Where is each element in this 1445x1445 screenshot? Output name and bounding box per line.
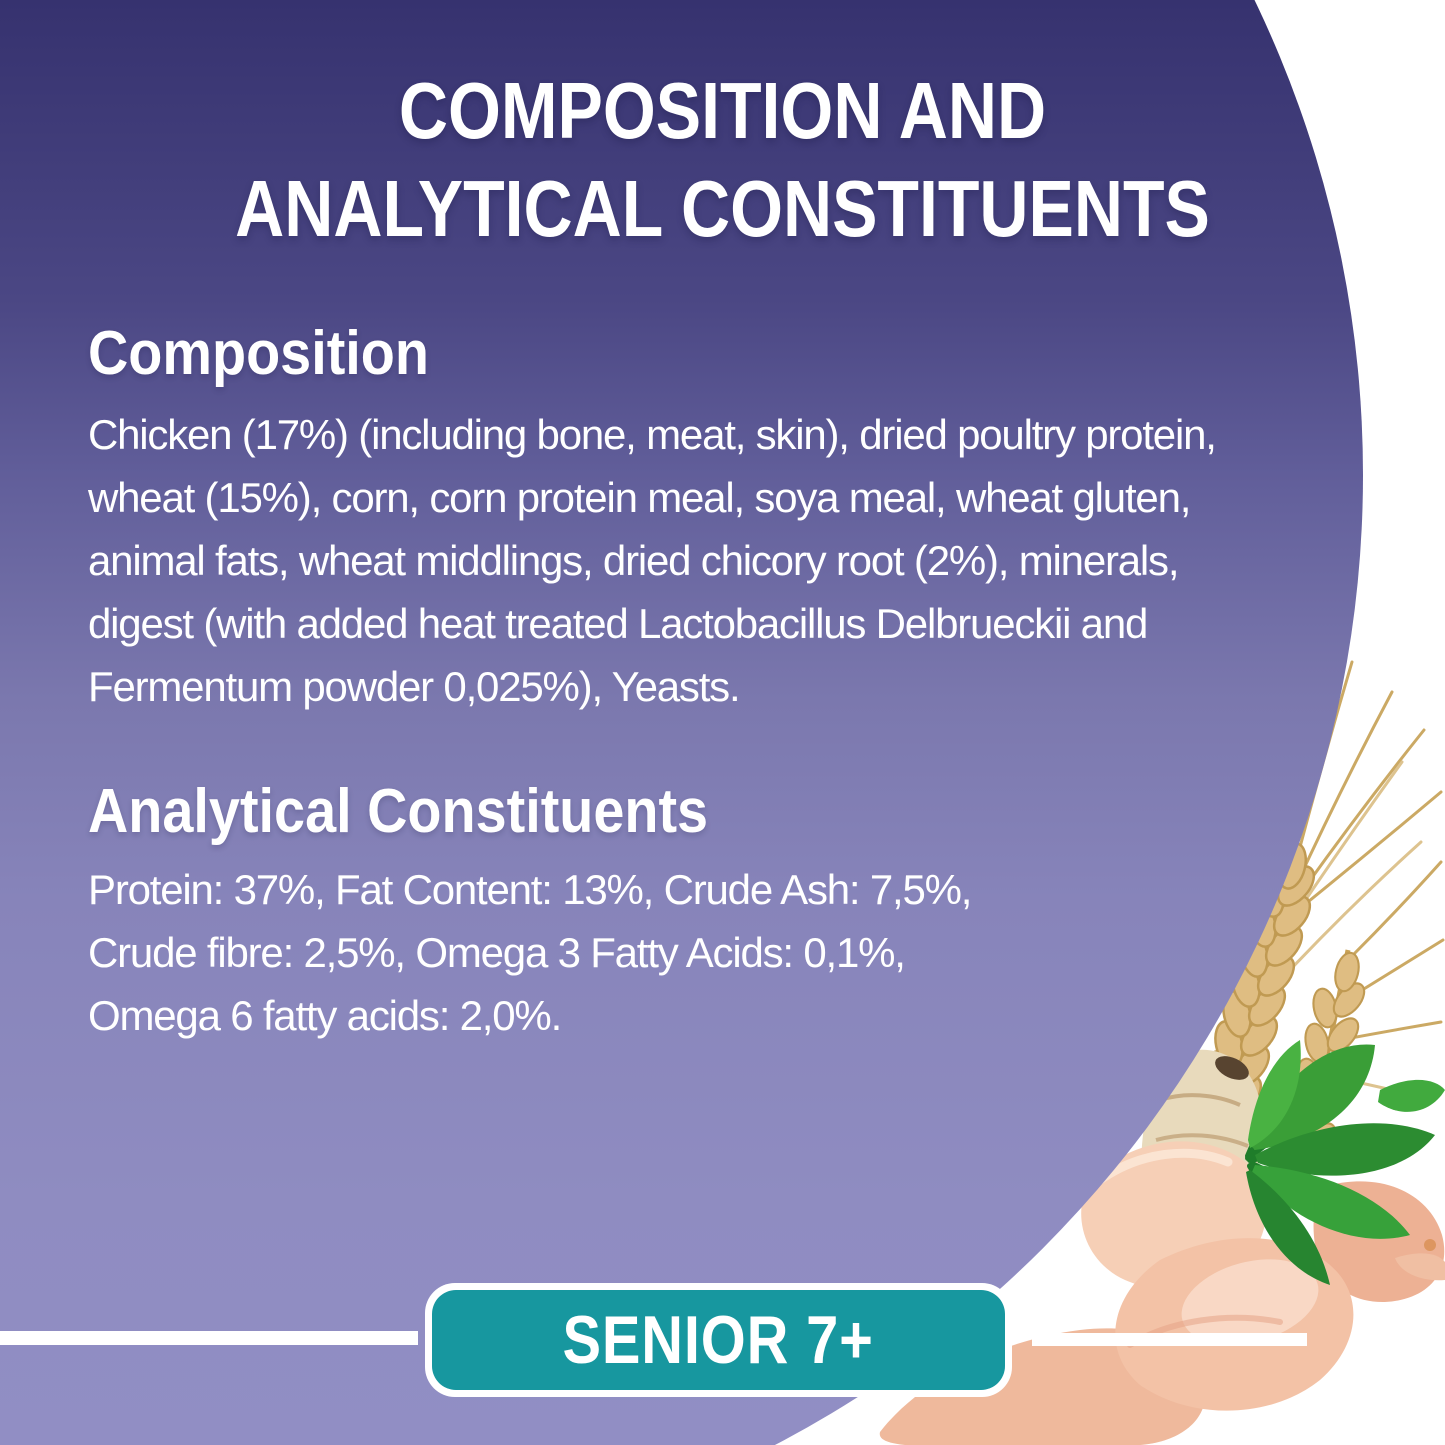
senior-badge-label: SENIOR 7+	[562, 1302, 875, 1378]
analytical-body: Protein: 37%, Fat Content: 13%, Crude As…	[88, 866, 972, 1039]
divider-line-left	[0, 1331, 418, 1345]
composition-body: Chicken (17%) (including bone, meat, ski…	[88, 411, 1217, 710]
analytical-heading: Analytical Constituents	[88, 777, 709, 846]
page-title-line2: ANALYTICAL CONSTITUENTS	[235, 164, 1210, 253]
senior-badge-inner: SENIOR 7+	[432, 1290, 1005, 1390]
page-title: COMPOSITION AND ANALYTICAL CONSTITUENTS	[0, 62, 1445, 258]
divider-line-right	[1032, 1333, 1307, 1346]
green-leaves-icon	[1245, 1040, 1445, 1285]
composition-heading: Composition	[88, 319, 429, 388]
page-title-line1: COMPOSITION AND	[398, 66, 1047, 155]
senior-badge: SENIOR 7+	[425, 1283, 1012, 1397]
